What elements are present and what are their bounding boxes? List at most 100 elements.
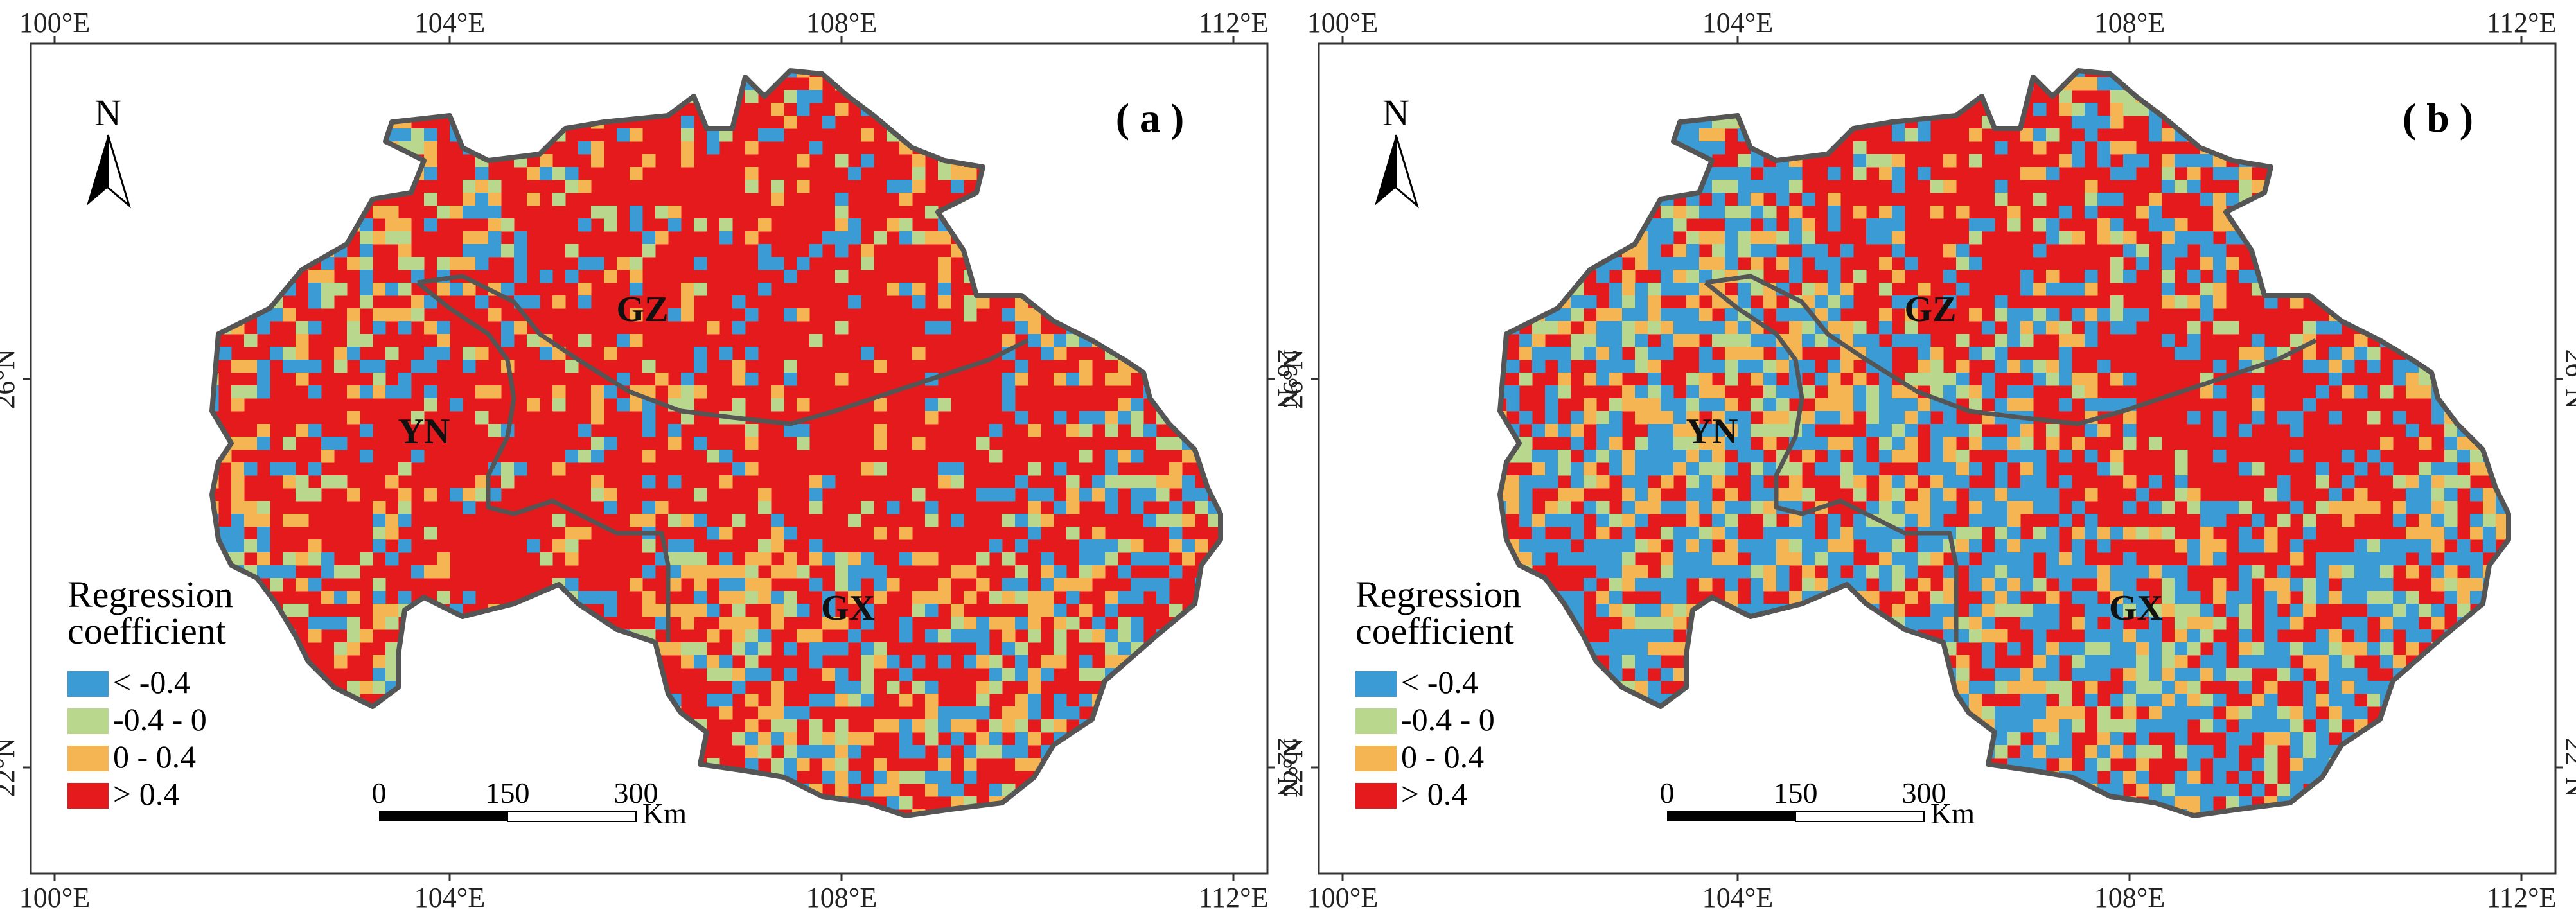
raster-cell bbox=[424, 193, 437, 206]
raster-cell bbox=[1054, 295, 1067, 309]
raster-cell bbox=[1169, 193, 1183, 206]
raster-cell bbox=[2367, 295, 2381, 309]
raster-cell bbox=[385, 347, 399, 360]
raster-cell bbox=[1092, 475, 1106, 489]
raster-cell bbox=[1596, 231, 1610, 245]
raster-cell bbox=[2509, 809, 2522, 823]
raster-cell bbox=[1712, 257, 1725, 270]
raster-cell bbox=[719, 231, 733, 245]
raster-cell bbox=[218, 655, 232, 669]
raster-cell bbox=[2483, 732, 2496, 746]
raster-cell bbox=[296, 218, 309, 232]
raster-cell bbox=[771, 758, 784, 771]
raster-cell bbox=[719, 809, 733, 816]
raster-cell bbox=[2085, 591, 2098, 604]
raster-cell bbox=[1558, 706, 1571, 720]
raster-cell bbox=[1648, 784, 1661, 797]
raster-cell bbox=[2187, 784, 2201, 797]
raster-cell bbox=[1079, 218, 1093, 232]
raster-cell bbox=[360, 629, 373, 643]
raster-cell bbox=[1169, 719, 1183, 733]
raster-cell bbox=[1853, 488, 1867, 502]
raster-cell bbox=[681, 77, 694, 91]
raster-cell bbox=[2354, 501, 2368, 514]
raster-cell bbox=[1673, 244, 1687, 258]
raster-cell bbox=[617, 681, 630, 694]
raster-cell bbox=[2342, 385, 2355, 399]
raster-cell bbox=[2367, 193, 2381, 206]
raster-cell bbox=[1892, 411, 1905, 425]
raster-cell bbox=[2187, 617, 2201, 630]
raster-cell bbox=[1208, 668, 1221, 681]
raster-cell bbox=[2483, 771, 2496, 784]
raster-cell bbox=[1969, 617, 1982, 630]
raster-cell bbox=[2007, 539, 2021, 553]
raster-cell bbox=[2046, 270, 2060, 283]
raster-cell bbox=[2033, 501, 2047, 514]
raster-cell bbox=[822, 732, 836, 746]
raster-cell bbox=[1519, 617, 1533, 630]
lat-label-left: 22°N bbox=[1277, 737, 1309, 797]
raster-cell bbox=[1558, 373, 1571, 386]
raster-cell bbox=[1079, 488, 1093, 502]
raster-cell bbox=[1712, 437, 1725, 450]
raster-cell bbox=[1802, 488, 1815, 502]
raster-cell bbox=[373, 732, 386, 746]
raster-cell bbox=[1943, 373, 1957, 386]
raster-cell bbox=[2419, 437, 2432, 450]
raster-cell bbox=[848, 809, 861, 816]
raster-cell bbox=[437, 283, 450, 296]
raster-cell bbox=[552, 462, 566, 476]
raster-cell bbox=[1943, 154, 1957, 168]
raster-cell bbox=[1802, 527, 1815, 540]
raster-cell bbox=[1661, 347, 1674, 360]
raster-cell bbox=[231, 771, 245, 784]
raster-cell bbox=[2303, 527, 2316, 540]
raster-cell bbox=[244, 462, 258, 476]
raster-cell bbox=[1828, 462, 1841, 476]
raster-cell bbox=[642, 450, 656, 463]
raster-cell bbox=[2483, 617, 2496, 630]
raster-cell bbox=[758, 796, 772, 810]
raster-cell bbox=[2110, 719, 2124, 733]
raster-cell bbox=[437, 732, 450, 746]
raster-cell bbox=[1532, 655, 1546, 669]
raster-cell bbox=[1066, 334, 1080, 347]
raster-cell bbox=[565, 360, 579, 373]
raster-cell bbox=[2431, 655, 2445, 669]
raster-cell bbox=[1648, 128, 1661, 142]
raster-cell bbox=[1763, 244, 1777, 258]
raster-cell bbox=[848, 71, 861, 78]
raster-cell bbox=[2483, 218, 2496, 232]
raster-cell bbox=[1892, 514, 1905, 527]
raster-cell bbox=[797, 90, 810, 103]
raster-cell bbox=[2483, 373, 2496, 386]
raster-cell bbox=[1169, 539, 1183, 553]
legend-item-label: > 0.4 bbox=[1401, 776, 1467, 812]
raster-cell bbox=[2020, 385, 2034, 399]
raster-cell bbox=[1918, 706, 1931, 720]
raster-cell bbox=[1221, 334, 1234, 347]
raster-cell bbox=[1763, 385, 1777, 399]
raster-cell bbox=[2431, 617, 2445, 630]
raster-cell bbox=[1905, 617, 1918, 630]
raster-cell bbox=[1789, 514, 1803, 527]
raster-cell bbox=[1763, 128, 1777, 142]
raster-cell bbox=[1519, 334, 1533, 347]
raster-cell bbox=[2085, 681, 2098, 694]
raster-cell bbox=[1982, 578, 1995, 592]
raster-cell bbox=[1092, 257, 1106, 270]
raster-cell bbox=[450, 681, 463, 694]
raster-cell bbox=[578, 719, 592, 733]
raster-cell bbox=[1532, 347, 1546, 360]
raster-cell bbox=[1648, 809, 1661, 816]
raster-cell bbox=[1143, 552, 1157, 566]
raster-cell bbox=[1725, 732, 1738, 746]
raster-cell bbox=[874, 719, 887, 733]
raster-cell bbox=[1815, 462, 1828, 476]
raster-cell bbox=[771, 591, 784, 604]
raster-cell bbox=[257, 283, 270, 296]
raster-cell bbox=[2354, 784, 2368, 797]
raster-cell bbox=[2239, 565, 2252, 579]
raster-cell bbox=[925, 128, 939, 142]
